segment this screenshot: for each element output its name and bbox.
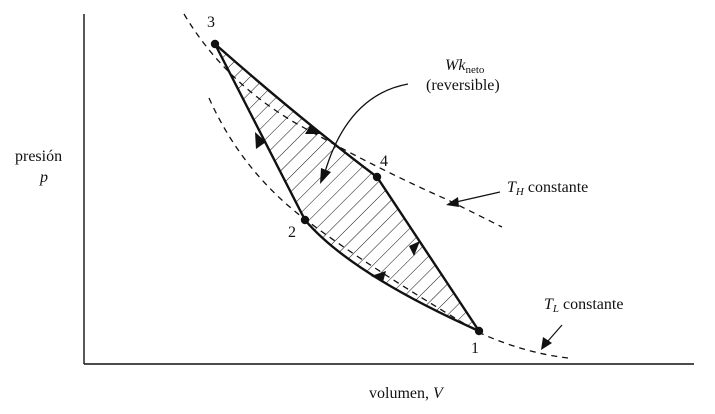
work-leader-arrowhead	[320, 168, 331, 184]
y-axis-label-text: presión	[15, 148, 63, 165]
arrow-1-to-2	[371, 271, 386, 282]
y-axis-variable: p	[40, 170, 48, 186]
state-label-4: 4	[380, 153, 388, 170]
x-axis-variable: V	[433, 385, 443, 402]
y-axis-variable-text: p	[40, 169, 48, 186]
work-subscript: neto	[465, 64, 485, 76]
isotherm-tl-dashed	[208, 97, 569, 359]
state-label-3: 3	[207, 14, 215, 31]
th-leader-arrowhead	[446, 197, 459, 207]
work-variable: Wk	[445, 57, 466, 74]
th-subscript: H	[515, 186, 524, 198]
th-leader-line	[455, 191, 501, 203]
tl-leader-arrowhead	[541, 337, 552, 350]
work-label: Wkneto	[445, 58, 484, 76]
x-axis-label-text: volumen,	[369, 385, 429, 402]
th-constant-text: constante	[527, 179, 589, 196]
th-constant-label: TH constante	[507, 180, 588, 198]
y-axis-label: presión	[15, 149, 62, 165]
tl-variable: T	[544, 296, 553, 313]
arrow-4-to-1	[409, 241, 420, 256]
tl-subscript: L	[552, 303, 560, 315]
tl-constant-label: TL constante	[544, 297, 623, 315]
work-note: (reversible)	[426, 77, 500, 94]
arrow-2-to-3	[255, 132, 266, 149]
state-point-1	[474, 326, 484, 336]
work-leader-line	[324, 83, 409, 173]
state-point-2	[300, 215, 310, 225]
state-label-2: 2	[288, 224, 296, 241]
x-axis-label: volumen, V	[369, 386, 443, 402]
tl-constant-text: constante	[563, 296, 624, 313]
tl-leader-line	[547, 324, 563, 342]
th-variable: T	[507, 179, 516, 196]
state-point-4	[372, 172, 382, 182]
state-point-3	[210, 39, 220, 49]
state-label-1: 1	[471, 340, 479, 357]
arrow-3-to-4	[305, 124, 321, 134]
